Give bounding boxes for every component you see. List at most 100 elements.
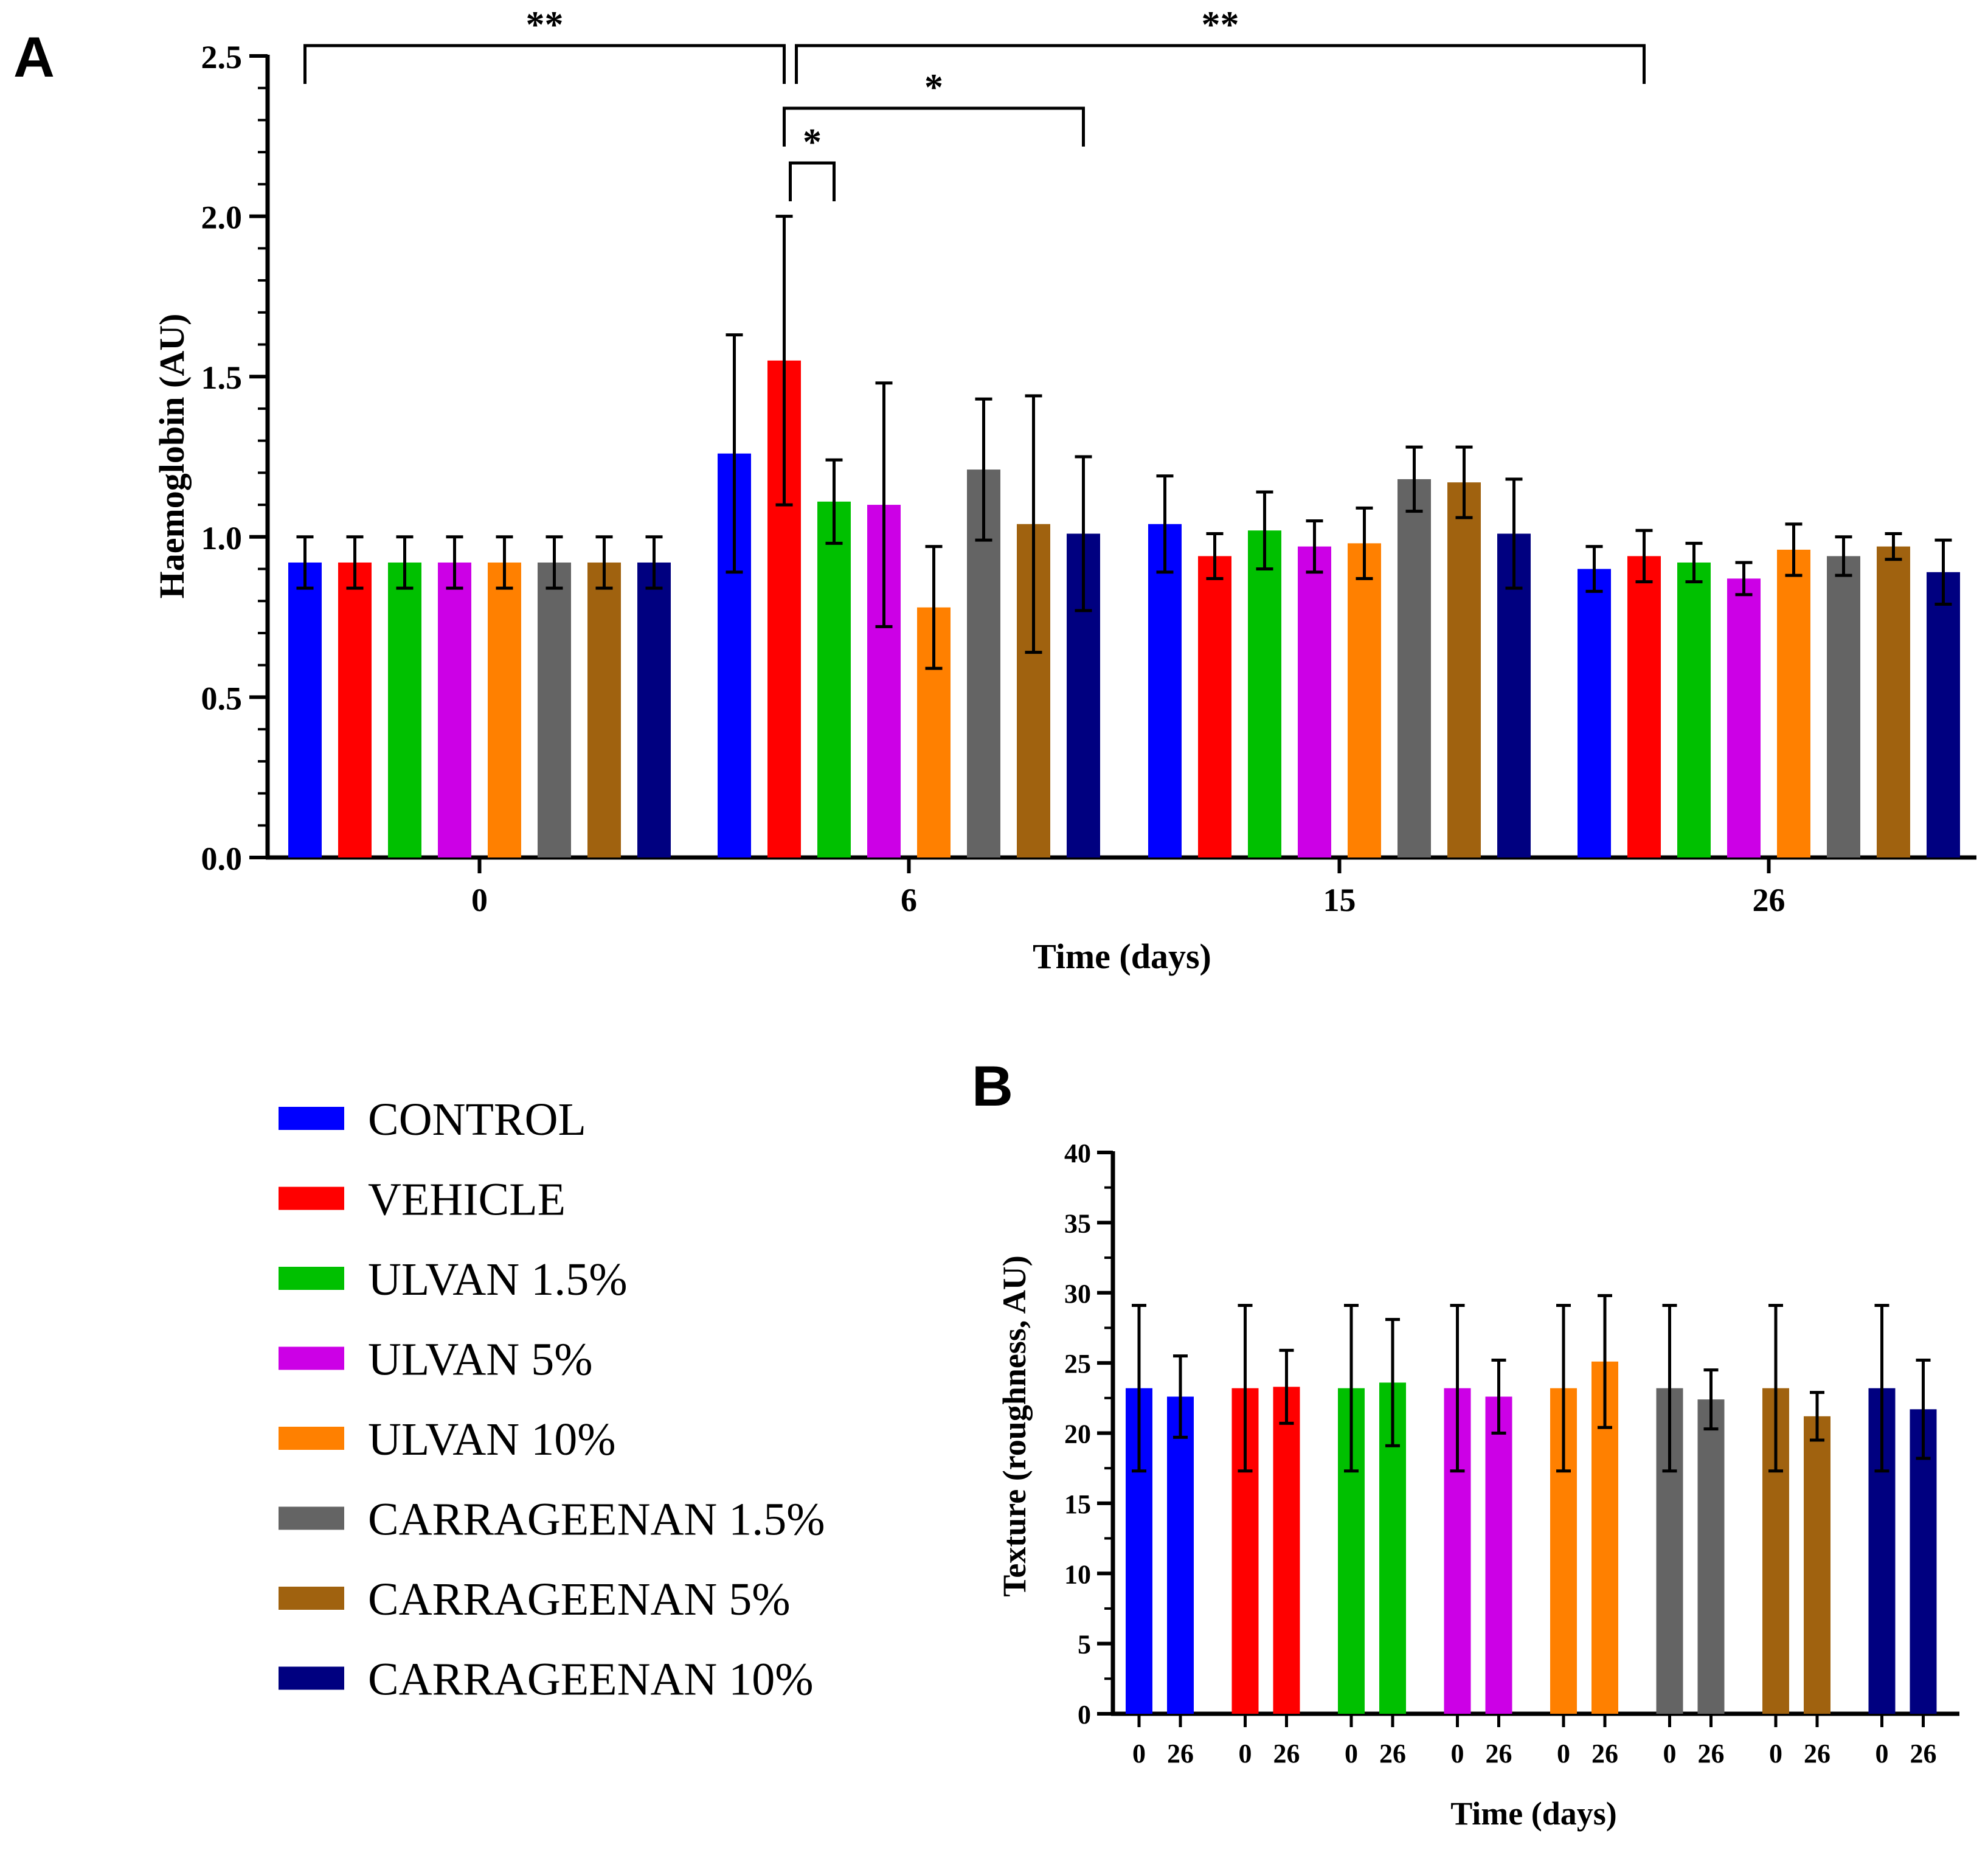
x-tick-label: 6 — [901, 882, 917, 918]
x-tick-label: 26 — [1591, 1739, 1618, 1769]
significance-label: * — [803, 122, 822, 163]
y-axis-title: Haemoglobin (AU) — [152, 314, 192, 599]
y-tick-label: 40 — [1064, 1138, 1091, 1168]
x-tick-label: 0 — [1875, 1739, 1889, 1769]
legend-swatch — [279, 1587, 344, 1610]
bar — [1927, 572, 1960, 857]
panel-b-letter: B — [972, 1054, 1013, 1118]
bar — [1827, 556, 1860, 857]
y-tick-label: 2.0 — [201, 199, 243, 236]
x-tick-label: 0 — [471, 882, 488, 918]
legend-label: ULVAN 5% — [368, 1334, 593, 1385]
x-tick-label: 26 — [1486, 1739, 1512, 1769]
legend: CONTROL VEHICLE ULVAN 1.5% ULVAN 5% ULVAN 10… — [279, 1094, 825, 1705]
bar — [1148, 524, 1182, 857]
y-tick-label: 15 — [1064, 1489, 1091, 1519]
legend-label: CARRAGEENAN 1.5% — [368, 1494, 825, 1545]
x-tick-label: 26 — [1910, 1739, 1937, 1769]
bar — [1198, 556, 1231, 857]
x-tick-label: 0 — [1663, 1739, 1677, 1769]
y-tick-label: 5 — [1078, 1630, 1091, 1660]
bar — [1578, 569, 1611, 857]
bar — [1298, 546, 1331, 857]
legend-label: ULVAN 1.5% — [368, 1254, 628, 1305]
bar — [1447, 482, 1481, 857]
bar — [1248, 530, 1281, 857]
bar — [388, 562, 421, 857]
significance-label: ** — [1202, 4, 1239, 46]
bar — [438, 562, 471, 857]
x-tick-label: 15 — [1323, 882, 1356, 918]
x-tick-label: 26 — [1273, 1739, 1300, 1769]
panel-a-chart: A 0.0 0.5 1.0 1.5 2.0 2.5 Haemoglobin (AU) 0 6 15… — [13, 4, 1976, 976]
significance-bracket — [303, 44, 786, 84]
legend-label: CARRAGEENAN 10% — [368, 1654, 814, 1705]
bar — [1485, 1396, 1512, 1714]
legend-swatch — [279, 1666, 344, 1690]
bar — [1677, 562, 1711, 857]
legend-swatch — [279, 1427, 344, 1450]
y-tick-label: 30 — [1064, 1279, 1091, 1309]
x-axis-title: Time (days) — [1450, 1795, 1617, 1832]
bar — [1697, 1399, 1725, 1714]
x-tick-label: 26 — [1698, 1739, 1725, 1769]
x-tick-label: 26 — [1167, 1739, 1194, 1769]
bar — [338, 562, 372, 857]
y-tick-label: 0 — [1078, 1700, 1091, 1730]
legend-swatch — [279, 1107, 344, 1130]
x-tick-label: 0 — [1769, 1739, 1782, 1769]
significance-bracket — [795, 44, 1646, 84]
x-tick-label: 0 — [1557, 1739, 1570, 1769]
bar — [817, 501, 851, 857]
x-tick-label: 0 — [1345, 1739, 1358, 1769]
bar — [1727, 578, 1761, 857]
legend-label: ULVAN 10% — [368, 1414, 616, 1465]
panel-b-chart: B 0 5 10 15 20 25 30 35 40 Texture (roughness, AU… — [972, 1054, 1959, 1832]
significance-label: * — [924, 67, 943, 108]
legend-label: CONTROL — [368, 1094, 586, 1145]
bar — [538, 562, 571, 857]
bar — [637, 562, 671, 857]
y-tick-label: 1.0 — [201, 520, 243, 556]
bar — [1777, 549, 1810, 857]
bar — [1397, 479, 1431, 857]
y-axis-title: Texture (roughness, AU) — [996, 1255, 1033, 1597]
bar — [1348, 543, 1381, 857]
legend-label: VEHICLE — [368, 1174, 566, 1225]
bar — [1273, 1387, 1300, 1714]
y-tick-label: 0.5 — [201, 680, 243, 716]
bar — [1167, 1396, 1194, 1714]
significance-label: ** — [526, 4, 564, 46]
legend-label: CARRAGEENAN 5% — [368, 1574, 791, 1625]
bar — [1804, 1416, 1830, 1714]
x-tick-label: 0 — [1239, 1739, 1252, 1769]
y-tick-label: 2.5 — [201, 39, 243, 75]
y-tick-label: 20 — [1064, 1419, 1091, 1449]
legend-swatch — [279, 1506, 344, 1530]
bar — [587, 562, 621, 857]
bar — [1877, 546, 1910, 857]
bar — [1910, 1409, 1937, 1714]
legend-swatch — [279, 1267, 344, 1290]
significance-bracket — [783, 106, 1085, 147]
bar — [288, 562, 322, 857]
y-tick-label: 35 — [1064, 1208, 1091, 1238]
x-axis-title: Time (days) — [1033, 937, 1211, 976]
x-tick-label: 26 — [1753, 882, 1785, 918]
x-tick-label: 26 — [1804, 1739, 1830, 1769]
y-tick-label: 0.0 — [201, 840, 243, 877]
y-tick-label: 1.5 — [201, 359, 243, 396]
x-tick-label: 0 — [1132, 1739, 1146, 1769]
bar — [1627, 556, 1661, 857]
x-tick-label: 0 — [1451, 1739, 1464, 1769]
bar — [488, 562, 521, 857]
panel-a-letter: A — [13, 25, 55, 89]
legend-swatch — [279, 1187, 344, 1210]
x-tick-label: 26 — [1379, 1739, 1406, 1769]
significance-bracket — [789, 161, 836, 201]
y-tick-label: 25 — [1064, 1349, 1091, 1379]
y-tick-label: 10 — [1064, 1559, 1091, 1589]
legend-swatch — [279, 1346, 344, 1370]
